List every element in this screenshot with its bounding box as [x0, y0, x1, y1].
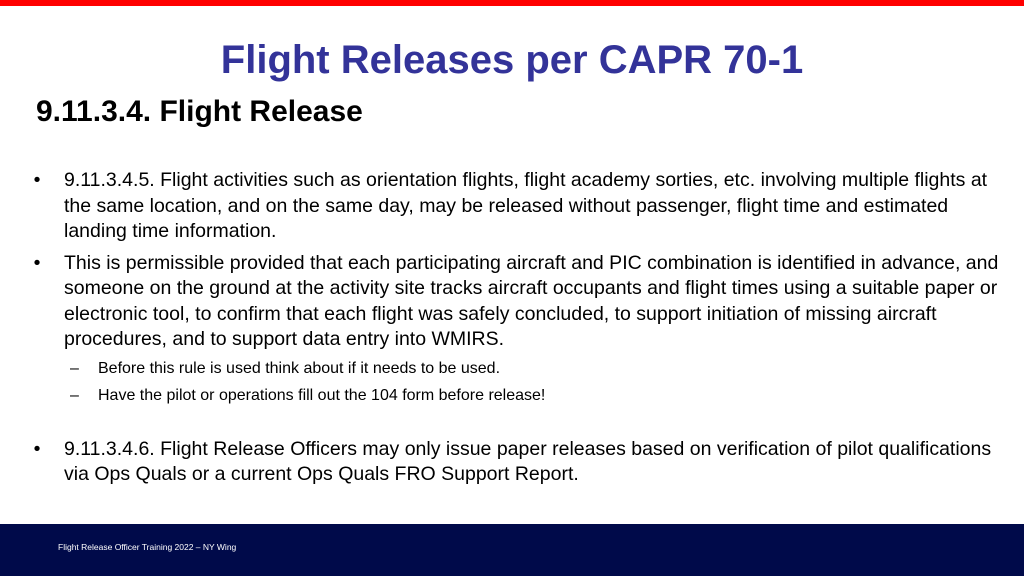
top-accent-bar	[0, 0, 1024, 6]
bullet-marker: •	[33, 251, 41, 274]
footer-text: Flight Release Officer Training 2022 – N…	[58, 542, 237, 552]
bullet-item: • 9.11.3.4.5. Flight activities such as …	[30, 168, 1000, 245]
bullet-text: This is permissible provided that each p…	[64, 251, 999, 351]
bullet-marker: •	[33, 169, 41, 191]
dash-marker: –	[70, 386, 79, 404]
sub-bullet-text: Before this rule is used think about if …	[98, 359, 501, 377]
sub-bullet-item: – Before this rule is used think about i…	[30, 355, 1000, 382]
footer-bar: Flight Release Officer Training 2022 – N…	[0, 524, 1024, 576]
sub-bullet-text: Have the pilot or operations fill out th…	[98, 386, 546, 404]
slide-subtitle: 9.11.3.4. Flight Release	[36, 95, 363, 128]
slide-title: Flight Releases per CAPR 70-1	[220, 38, 804, 82]
bullet-marker: •	[33, 437, 41, 460]
bullet-text: 9.11.3.4.5. Flight activities such as or…	[64, 169, 988, 242]
bullet-text: 9.11.3.4.6. Flight Release Officers may …	[64, 437, 992, 486]
bullet-item: • 9.11.3.4.6. Flight Release Officers ma…	[30, 437, 1000, 488]
spacer	[30, 409, 1000, 437]
slide-body: • 9.11.3.4.5. Flight activities such as …	[30, 168, 1000, 488]
dash-marker: –	[70, 359, 79, 377]
sub-bullet-item: – Have the pilot or operations fill out …	[30, 382, 1000, 409]
bullet-item: • This is permissible provided that each…	[30, 251, 1000, 353]
